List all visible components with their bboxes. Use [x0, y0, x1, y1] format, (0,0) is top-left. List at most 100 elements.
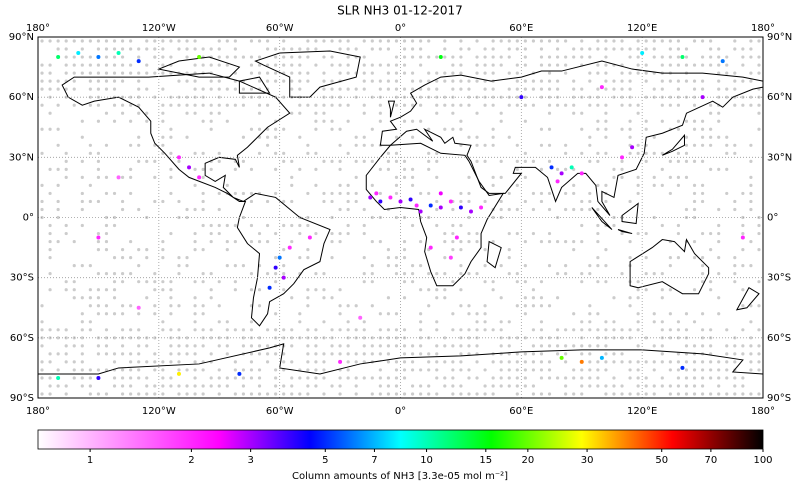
- x-tick-label: 120°W: [142, 406, 176, 417]
- x-tick-label: 0°: [395, 406, 406, 417]
- x-tick-label: 60°W: [266, 406, 294, 417]
- nh3-dot: [438, 191, 443, 196]
- nh3-dot: [599, 355, 604, 360]
- nh3-dot: [640, 51, 645, 56]
- x-tick-label: 60°W: [266, 23, 294, 34]
- nh3-dot: [378, 199, 383, 204]
- nh3-dot: [388, 195, 393, 200]
- nh3-dot: [579, 171, 584, 176]
- y-tick-label: 30°N: [9, 152, 34, 163]
- nh3-dot: [559, 171, 564, 176]
- colorbar-tick-label: 100: [753, 455, 772, 466]
- x-tick-label: 180°: [26, 23, 50, 34]
- nh3-dot: [176, 371, 181, 376]
- nh3-dot: [187, 165, 192, 170]
- nh3-dot: [96, 375, 101, 380]
- nh3-dot: [549, 165, 554, 170]
- nh3-dot: [358, 315, 363, 320]
- nh3-dot: [555, 179, 560, 184]
- nh3-dot: [414, 203, 419, 208]
- x-tick-label: 0°: [395, 23, 406, 34]
- nh3-dot: [273, 265, 278, 270]
- nh3-dot: [176, 155, 181, 160]
- y-tick-label: 60°S: [767, 333, 791, 344]
- coastlines: [38, 51, 763, 374]
- y-tick-label: 30°S: [767, 273, 791, 284]
- nh3-dot: [197, 175, 202, 180]
- nh3-dot: [408, 197, 413, 202]
- nh3-dot: [720, 59, 725, 64]
- nh3-dot: [579, 359, 584, 364]
- nh3-dot: [267, 285, 272, 290]
- nh3-dot: [630, 145, 635, 150]
- nh3-dot: [237, 371, 242, 376]
- y-tick-label: 90°S: [767, 393, 791, 404]
- nh3-dot: [281, 275, 286, 280]
- colorbar-tick-label: 50: [655, 455, 668, 466]
- nh3-dot: [96, 235, 101, 240]
- colorbar-label: Column amounts of NH3 [3.3e-05 mol m⁻²]: [292, 471, 508, 482]
- x-tick-label: 120°E: [627, 23, 657, 34]
- x-tick-label: 180°: [751, 23, 775, 34]
- y-tick-label: 90°N: [767, 32, 792, 43]
- nh3-dot: [428, 245, 433, 250]
- colorbar-tick-label: 15: [479, 455, 492, 466]
- nh3-dot: [700, 95, 705, 100]
- nh3-dot: [458, 205, 463, 210]
- nh3-dot: [438, 55, 443, 60]
- y-tick-label: 30°N: [767, 152, 792, 163]
- nh3-dot: [519, 95, 524, 100]
- nh3-dot: [454, 235, 459, 240]
- colorbar-tick-label: 2: [188, 455, 194, 466]
- x-tick-label: 180°: [26, 406, 50, 417]
- no-data-dots: [40, 39, 761, 396]
- nh3-dot: [96, 55, 101, 60]
- nh3-dot: [374, 191, 379, 196]
- nh3-dot: [479, 205, 484, 210]
- nh3-dot: [116, 51, 121, 56]
- y-tick-label: 90°S: [10, 393, 34, 404]
- nh3-dot: [559, 355, 564, 360]
- y-tick-label: 0°: [767, 213, 778, 224]
- x-tick-label: 120°W: [142, 23, 176, 34]
- nh3-dot: [136, 305, 141, 310]
- colorbar-tick-label: 10: [420, 455, 433, 466]
- nh3-dot: [56, 375, 61, 380]
- nh3-dot: [599, 85, 604, 90]
- nh3-dot: [116, 175, 121, 180]
- x-tick-label: 60°E: [509, 23, 533, 34]
- nh3-dot: [197, 55, 202, 60]
- nh3-dot: [287, 245, 292, 250]
- nh3-dot: [448, 199, 453, 204]
- nh3-dot: [569, 165, 574, 170]
- nh3-dot: [398, 199, 403, 204]
- nh3-dot: [680, 55, 685, 60]
- colorbar: [37, 429, 764, 450]
- nh3-dot: [448, 255, 453, 260]
- nh3-dot: [438, 205, 443, 210]
- nh3-dot: [468, 209, 473, 214]
- y-tick-label: 30°S: [10, 273, 34, 284]
- y-tick-label: 60°S: [10, 333, 34, 344]
- colorbar-tick-label: 7: [371, 455, 377, 466]
- nh3-dot: [620, 155, 625, 160]
- colorbar-tick-label: 30: [581, 455, 594, 466]
- x-tick-label: 120°E: [627, 406, 657, 417]
- nh3-dot: [680, 365, 685, 370]
- nh3-dot: [428, 203, 433, 208]
- nh3-dot: [418, 209, 423, 214]
- nh3-dot: [136, 59, 141, 64]
- nh3-dot: [76, 51, 81, 56]
- colorbar-tick-label: 3: [247, 455, 253, 466]
- y-tick-label: 90°N: [9, 32, 34, 43]
- nh3-dot: [307, 235, 312, 240]
- nh3-dot: [740, 235, 745, 240]
- nh3-dot: [368, 195, 373, 200]
- x-tick-label: 60°E: [509, 406, 533, 417]
- nh3-dot: [277, 255, 282, 260]
- y-tick-label: 60°N: [767, 92, 792, 103]
- colorbar-tick-label: 20: [521, 455, 534, 466]
- x-tick-label: 180°: [751, 406, 775, 417]
- y-tick-label: 0°: [23, 213, 34, 224]
